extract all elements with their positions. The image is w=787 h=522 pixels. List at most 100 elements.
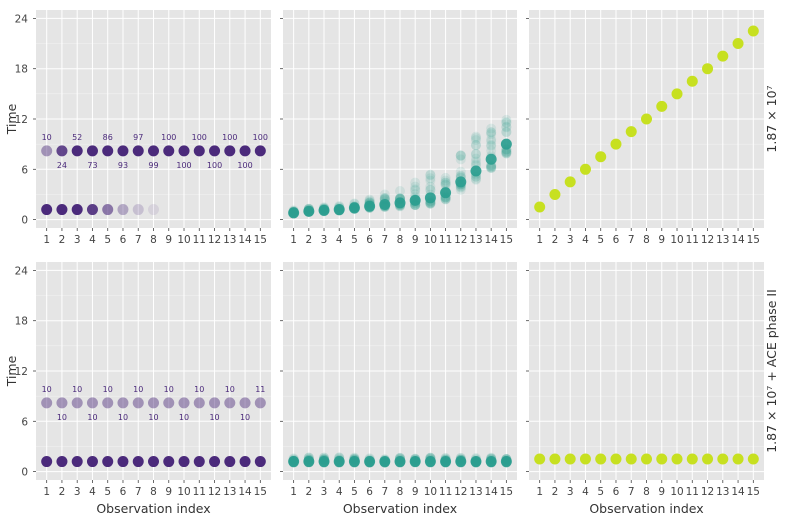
x-tick-label: 9	[165, 486, 172, 498]
data-point	[117, 204, 129, 216]
data-label: 52	[72, 133, 82, 142]
x-tick-label: 5	[597, 486, 604, 498]
data-point	[579, 163, 591, 175]
data-point	[625, 453, 637, 465]
data-label: 100	[176, 161, 191, 170]
x-tick-label: 6	[120, 486, 127, 498]
data-point	[41, 456, 53, 468]
data-point	[501, 114, 512, 125]
data-point	[41, 145, 53, 157]
x-tick-label: 5	[351, 234, 358, 246]
data-point	[501, 147, 512, 158]
data-point	[425, 173, 436, 184]
data-label: 10	[72, 385, 82, 394]
x-tick-label: 8	[643, 234, 650, 246]
x-tick-label: 7	[135, 234, 142, 246]
x-tick-label: 8	[397, 486, 404, 498]
data-point	[455, 150, 466, 161]
x-tick-label: 1	[43, 234, 50, 246]
x-tick-label: 11	[686, 486, 699, 498]
x-tick-label: 3	[74, 486, 81, 498]
data-label: 10	[133, 385, 143, 394]
data-label: 100	[253, 133, 268, 142]
data-point	[501, 117, 512, 128]
data-point	[470, 140, 481, 151]
data-point	[470, 173, 481, 184]
data-point	[501, 121, 512, 132]
data-point	[486, 127, 497, 138]
data-point	[455, 154, 466, 165]
data-point	[102, 204, 114, 216]
y-tick-label: 24	[15, 13, 29, 25]
x-tick-label: 15	[500, 234, 513, 246]
data-point	[455, 456, 467, 468]
data-label: 100	[207, 161, 222, 170]
data-point	[86, 456, 98, 468]
x-tick-label: 10	[670, 234, 683, 246]
data-point	[747, 25, 759, 37]
data-point	[178, 145, 190, 157]
data-point	[501, 126, 512, 137]
x-tick-label: 7	[135, 486, 142, 498]
x-tick-label: 5	[104, 234, 111, 246]
data-label: 10	[42, 133, 52, 142]
x-tick-label: 14	[238, 234, 252, 246]
x-tick-label: 6	[613, 486, 620, 498]
y-tick-label: 0	[21, 467, 28, 479]
x-tick-label: 4	[89, 234, 96, 246]
data-point	[148, 145, 159, 157]
data-label: 100	[161, 133, 176, 142]
data-point	[193, 456, 205, 468]
data-point	[440, 172, 451, 183]
data-point	[239, 456, 251, 468]
data-label: 24	[57, 161, 67, 170]
data-point	[486, 129, 497, 140]
data-point	[86, 397, 98, 409]
data-point	[56, 204, 68, 216]
data-label: 100	[192, 133, 207, 142]
y-tick-label: 6	[21, 164, 28, 176]
data-point	[625, 126, 637, 138]
x-axis-label: Observation index	[343, 501, 457, 516]
data-point	[486, 140, 497, 151]
x-tick-label: 5	[104, 486, 111, 498]
x-tick-label: 1	[290, 486, 297, 498]
data-label: 97	[133, 133, 143, 142]
x-tick-label: 15	[254, 234, 267, 246]
row-label: 1.87 × 10⁷	[764, 85, 779, 152]
data-label: 93	[118, 161, 128, 170]
data-point	[470, 165, 482, 177]
x-tick-label: 13	[716, 486, 729, 498]
data-point	[71, 456, 83, 468]
data-point	[595, 151, 607, 163]
data-point	[549, 188, 561, 200]
data-point	[501, 146, 512, 157]
data-point	[348, 202, 360, 214]
x-tick-label: 8	[397, 234, 404, 246]
data-point	[501, 148, 512, 159]
data-point	[486, 134, 497, 145]
data-point	[394, 197, 406, 209]
data-point	[424, 456, 436, 468]
data-point	[440, 179, 451, 190]
x-tick-label: 12	[701, 486, 714, 498]
data-point	[148, 204, 159, 216]
data-label: 10	[42, 385, 52, 394]
data-point	[470, 153, 481, 164]
x-tick-label: 6	[120, 234, 127, 246]
data-point	[486, 163, 497, 174]
x-tick-label: 11	[193, 486, 206, 498]
x-tick-label: 6	[613, 234, 620, 246]
panel-row1-col1: 1 2 3 4 5 6 7 8 9 10 11 12 13 14 150612182410245273869…	[4, 10, 271, 246]
data-label: 10	[148, 413, 158, 422]
data-point	[671, 453, 683, 465]
data-point	[501, 147, 512, 158]
data-label: 10	[118, 413, 128, 422]
data-point	[440, 179, 451, 190]
data-point	[656, 100, 668, 112]
y-tick-label: 18	[15, 316, 28, 328]
y-axis-label: Time	[4, 103, 19, 135]
data-point	[717, 50, 729, 62]
data-point	[486, 145, 497, 156]
